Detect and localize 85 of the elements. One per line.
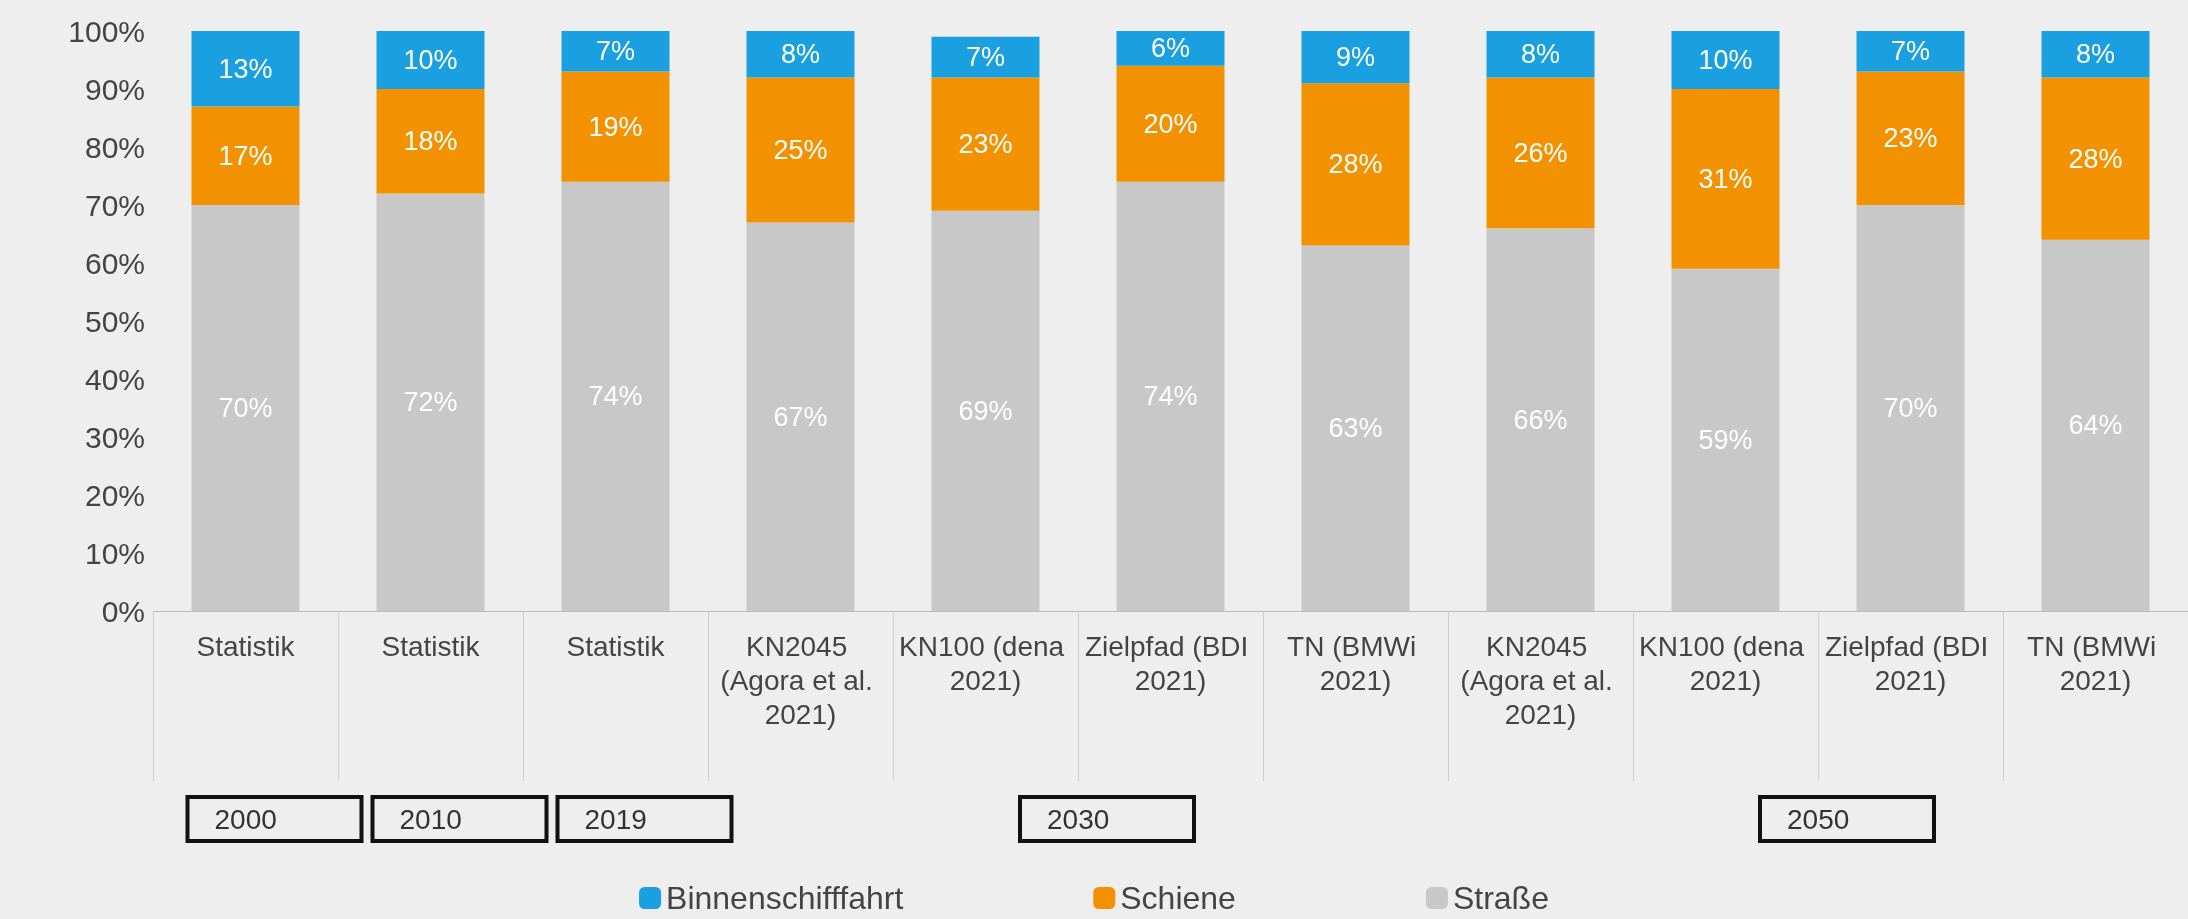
data-label: 28% bbox=[1328, 149, 1383, 180]
y-tick-label: 40% bbox=[84, 362, 145, 396]
y-tick-label: 0% bbox=[101, 594, 145, 628]
data-label: 7% bbox=[595, 36, 636, 67]
bar bbox=[191, 106, 300, 205]
bar bbox=[191, 205, 300, 611]
x-tick-label: KN100 (dena 2021) bbox=[899, 630, 1072, 696]
bar bbox=[1856, 71, 1965, 205]
legend-label: Schiene bbox=[1120, 880, 1236, 916]
x-tick-label: TN (BMWi 2021) bbox=[1287, 630, 1424, 696]
x-tick-label: KN100 (dena 2021) bbox=[1639, 630, 1812, 696]
x-tick-label: KN2045 (Agora et al. 2021) bbox=[720, 630, 881, 730]
bar bbox=[746, 77, 855, 223]
data-label: 25% bbox=[773, 134, 828, 165]
data-label: 8% bbox=[2075, 39, 2116, 70]
data-label: 19% bbox=[588, 111, 643, 142]
bar bbox=[746, 31, 855, 78]
bar bbox=[1486, 77, 1595, 229]
y-tick-label: 100% bbox=[68, 14, 145, 48]
data-label: 18% bbox=[403, 126, 458, 157]
data-label: 20% bbox=[1143, 108, 1198, 139]
y-tick-label: 10% bbox=[84, 536, 145, 570]
data-label: 26% bbox=[1513, 137, 1568, 168]
x-tick-label: KN2045 (Agora et al. 2021) bbox=[1460, 630, 1621, 730]
data-label: 10% bbox=[1698, 45, 1753, 75]
bar bbox=[376, 31, 485, 89]
legend-label: Binnenschifffahrt bbox=[666, 880, 904, 916]
data-label: 9% bbox=[1335, 42, 1376, 73]
bar bbox=[191, 31, 300, 107]
bar bbox=[1671, 268, 1780, 611]
data-label: 8% bbox=[1520, 39, 1561, 70]
bar bbox=[1856, 205, 1965, 611]
y-tick-label: 20% bbox=[84, 478, 145, 512]
x-tick-label: Statistik bbox=[196, 630, 296, 662]
data-label: 31% bbox=[1698, 163, 1753, 194]
bar bbox=[1671, 31, 1780, 89]
data-label: 17% bbox=[218, 140, 273, 171]
text: 2010 bbox=[399, 803, 462, 835]
bar bbox=[1116, 31, 1225, 66]
y-tick-label: 70% bbox=[84, 188, 145, 222]
text: 2050 bbox=[1787, 803, 1850, 835]
text: 2019 bbox=[584, 803, 647, 835]
bar bbox=[1671, 89, 1780, 269]
bar bbox=[561, 31, 670, 72]
bar bbox=[1301, 245, 1410, 611]
bar bbox=[1116, 181, 1225, 611]
bar bbox=[1301, 31, 1410, 84]
bar bbox=[1486, 31, 1595, 78]
bar bbox=[931, 36, 1040, 78]
data-label: 10% bbox=[403, 45, 458, 75]
bar bbox=[1301, 83, 1410, 246]
y-tick-label: 80% bbox=[84, 130, 145, 164]
bar bbox=[1116, 65, 1225, 182]
bar bbox=[746, 222, 855, 611]
data-label: 28% bbox=[2068, 143, 2123, 174]
bar bbox=[2041, 239, 2150, 611]
text: 2000 bbox=[214, 803, 277, 835]
y-tick-label: 50% bbox=[84, 304, 145, 338]
bar bbox=[931, 210, 1040, 611]
data-label: 23% bbox=[958, 129, 1013, 160]
y-tick-label: 30% bbox=[84, 420, 145, 454]
bar bbox=[1856, 31, 1965, 72]
x-tick-label: TN (BMWi 2021) bbox=[2027, 630, 2164, 696]
x-tick-label: Statistik bbox=[381, 630, 481, 662]
bar bbox=[376, 89, 485, 194]
bar bbox=[2041, 31, 2150, 78]
x-tick-label: Statistik bbox=[566, 630, 666, 662]
y-tick-label: 60% bbox=[84, 246, 145, 280]
legend-label: Straße bbox=[1452, 880, 1549, 916]
data-label: 13% bbox=[218, 53, 273, 84]
bar bbox=[2041, 77, 2150, 240]
bar bbox=[561, 71, 670, 182]
data-label: 6% bbox=[1150, 33, 1191, 64]
y-tick-label: 90% bbox=[84, 72, 145, 106]
data-label: 23% bbox=[1883, 123, 1938, 154]
bar bbox=[561, 181, 670, 611]
data-label: 7% bbox=[1890, 36, 1931, 67]
x-tick-label: Zielpfad (BDI 2021) bbox=[1084, 630, 1257, 696]
bar bbox=[376, 193, 485, 611]
text: 2030 bbox=[1047, 803, 1110, 835]
data-label: 7% bbox=[965, 42, 1006, 73]
data-label: 8% bbox=[780, 39, 821, 70]
bar bbox=[931, 77, 1040, 211]
bar bbox=[1486, 228, 1595, 611]
x-tick-label: Zielpfad (BDI 2021) bbox=[1824, 630, 1997, 696]
